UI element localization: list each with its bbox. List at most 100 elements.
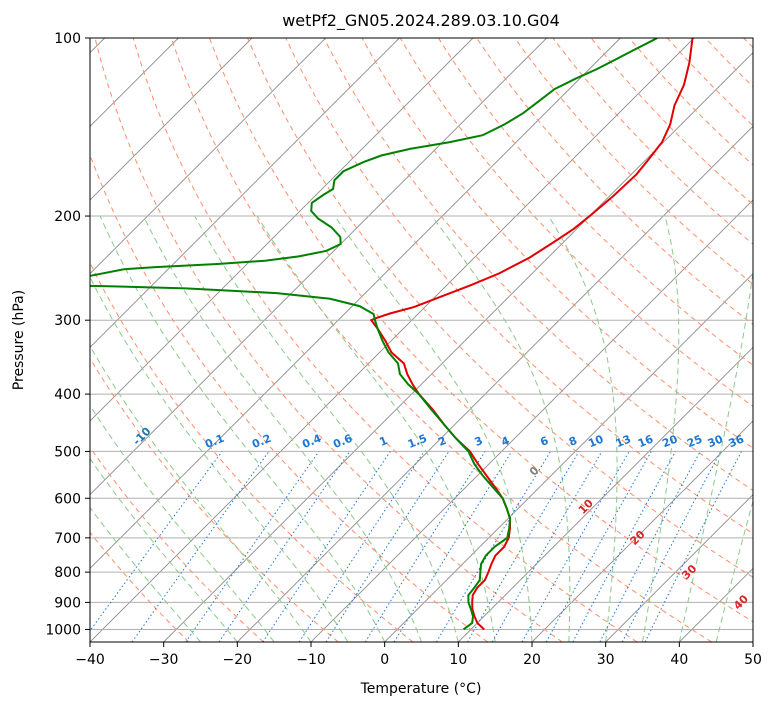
dry-adiabat-line (285, 38, 753, 535)
mixing-ratio-label: 36 (727, 432, 746, 450)
mixing-ratio-label: 0.2 (250, 432, 273, 451)
mixing-ratio-label: 0.1 (203, 432, 226, 451)
isotherm-line (384, 273, 753, 642)
moist-adiabats (90, 215, 753, 642)
dry-adiabat-line (552, 38, 753, 245)
mixing-ratio-line (90, 451, 223, 632)
dry-adiabat-line (705, 38, 753, 88)
isotherm-line (237, 125, 753, 642)
dry-adiabat-line (743, 38, 753, 49)
x-axis-label: Temperature (°C) (360, 681, 482, 697)
dry-adiabat-line (476, 38, 753, 326)
moist-adiabat-label: 20 (628, 528, 648, 548)
y-tick-label: 400 (54, 387, 81, 403)
y-axis: 1000 900 800 700 600 500 400 300 200 100 (45, 31, 90, 638)
profile-series (90, 38, 694, 631)
moist-adiabat-label: 40 (731, 592, 751, 612)
dry-adiabat-line (209, 38, 753, 623)
mixing-ratio-label: 16 (636, 432, 655, 450)
isotherm-line (752, 641, 753, 642)
y-tick-label: 900 (54, 595, 81, 611)
isotherm-line (310, 199, 753, 642)
dry-adiabat-line (514, 38, 753, 285)
dry-adiabat-line (667, 38, 753, 127)
x-tick-label: 10 (449, 652, 467, 668)
dry-adiabat-line (132, 38, 638, 642)
isotherm-line (90, 38, 400, 348)
moist-adiabat-line (90, 404, 275, 642)
mixing-ratio-label: 2 (436, 434, 448, 449)
mixing-ratio-label: 0.4 (300, 432, 323, 451)
x-tick-label: 30 (597, 652, 615, 668)
mixing-ratio-line (572, 451, 676, 642)
moist-adiabat-line (194, 215, 459, 642)
dry-adiabat-line (90, 446, 264, 642)
line-labels: 0.10.20.40.611.52346810131620253036-100-… (130, 424, 751, 612)
dry-adiabat-line (590, 38, 753, 206)
moist-adiabat-line (431, 215, 571, 642)
x-tick-label: −20 (223, 652, 253, 668)
mixing-ratio-line (491, 451, 603, 642)
plot-area: 0.10.20.40.611.52346810131620253036-100-… (90, 38, 753, 642)
x-tick-label: 0 (380, 652, 389, 668)
y-tick-label: 300 (54, 313, 81, 329)
mixing-ratio-label: 6 (538, 434, 550, 449)
isotherm-line (90, 38, 253, 201)
plot-frame (89, 37, 754, 643)
moist-adiabat-line (715, 499, 753, 642)
x-tick-label: 50 (744, 652, 762, 668)
isotherm-line (90, 38, 621, 569)
moist-adiabat-line (334, 215, 533, 642)
temperature-profile (369, 38, 694, 631)
moist-adiabat-label: 10 (576, 496, 596, 516)
mixing-ratio-line (435, 451, 552, 642)
mixing-ratio-line (131, 451, 270, 642)
dewpoint-profile (90, 38, 658, 631)
dry-adiabat-line (323, 38, 753, 492)
moist-adiabat-line (90, 345, 312, 642)
isotherm-line (90, 38, 326, 275)
mixing-ratio-label: 13 (614, 433, 633, 451)
mixing-ratio-line (393, 451, 513, 642)
x-tick-label: 20 (523, 652, 541, 668)
dry-adiabat-line (361, 38, 753, 449)
moist-adiabat-line (548, 215, 618, 642)
mixing-ratio-line (644, 451, 742, 642)
mixing-ratio-line (218, 451, 351, 642)
mixing-ratio-label: 3 (473, 434, 485, 449)
isotherm-line (605, 494, 753, 642)
mixing-ratio-lines (90, 451, 742, 642)
mixing-ratio-label: 20 (660, 432, 679, 450)
y-tick-label: 700 (54, 531, 81, 547)
mixing-ratio-label: 30 (706, 432, 725, 450)
mixing-ratio-line (298, 451, 425, 642)
mixing-ratio-line (467, 451, 580, 642)
y-tick-label: 1000 (45, 622, 81, 638)
mixing-ratio-label: 1.5 (406, 432, 429, 451)
x-tick-label: −30 (149, 652, 179, 668)
moist-adiabat-line (142, 215, 422, 642)
moist-adiabat-line (90, 457, 238, 642)
dry-adiabats (90, 38, 753, 642)
x-axis: −40 −30 −20 −10 0 10 20 30 40 50 (75, 642, 762, 668)
dry-adiabat-line (94, 38, 563, 642)
mixing-ratio-line (599, 451, 701, 642)
mixing-ratio-line (262, 451, 391, 642)
mixing-ratio-line (521, 451, 630, 642)
isotherm-line (531, 420, 753, 642)
dry-adiabat-line (90, 357, 339, 642)
isotherm-line (679, 567, 753, 642)
moist-adiabat-line (642, 215, 680, 642)
moist-adiabat-line (90, 506, 201, 642)
x-tick-label: 40 (670, 652, 688, 668)
dry-adiabat-line (90, 531, 190, 642)
dry-adiabat-line (90, 261, 414, 642)
x-tick-label: −10 (296, 652, 326, 668)
y-tick-label: 100 (54, 31, 81, 47)
dry-adiabat-line (438, 38, 753, 366)
mixing-ratio-line (364, 451, 486, 642)
mixing-ratio-label: 8 (567, 434, 579, 449)
isotherms (90, 38, 753, 642)
dry-adiabat-label: -10 (130, 424, 153, 447)
